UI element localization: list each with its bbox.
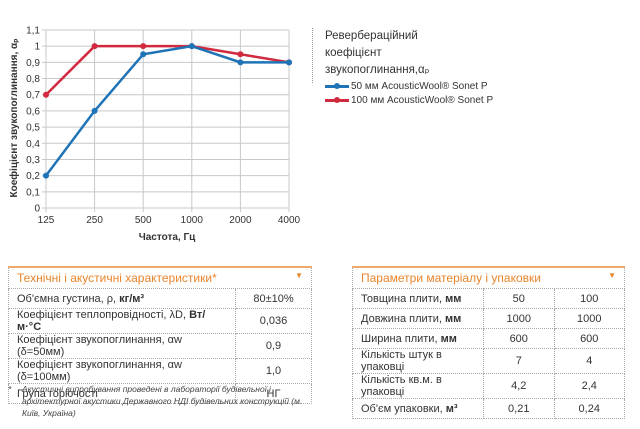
table-row: Кількість кв.м. в упаковці 4,2 2,4	[352, 373, 625, 399]
legend-item-50mm: 50 мм AcousticWool® Sonet P	[325, 79, 555, 93]
triangle-down-icon[interactable]: ▼	[295, 271, 303, 280]
row-label: Довжина плити, мм	[352, 308, 484, 329]
table-title: Технічні і акустичні характеристики*	[17, 271, 217, 285]
row-value-v1: 4,2	[483, 373, 555, 399]
y-tick-labels: 0 0,1 0,2 0,3 0,4 0,5 0,6 0,7 0,8 0,9 1 1,1	[26, 26, 40, 215]
legend-label: 50 мм AcousticWool® Sonet P	[351, 80, 488, 92]
material-params-table: Параметри матеріалу і упаковки ▼ Товщина …	[352, 266, 625, 419]
table-row: Коефіцієнт звукопоглинання, αw (δ=100мм)…	[8, 358, 312, 384]
row-label: Товщина плити, мм	[352, 288, 484, 309]
data-point	[91, 107, 98, 114]
data-point	[188, 43, 195, 50]
x-tick-label: 500	[135, 215, 152, 226]
legend-item-100mm: 100 мм AcousticWool® Sonet P	[325, 93, 555, 107]
x-tick-label: 250	[86, 215, 103, 226]
table-row: Об'ємна густина, ρ, кг/м³ 80±10%	[8, 288, 312, 309]
table-row: Коефіцієнт звукопоглинання, αw (δ=50мм) 0…	[8, 333, 312, 359]
row-value-v1: 1000	[483, 308, 555, 329]
row-value: 0,9	[235, 333, 312, 359]
row-value-v1: 7	[483, 348, 555, 374]
data-point	[237, 51, 244, 58]
x-tick-label: 125	[38, 215, 55, 226]
table-row: Коефіцієнт теплопровідності, λD, Вт/м·°С…	[8, 308, 312, 334]
row-value-v2: 1000	[553, 308, 625, 329]
x-tick-labels: 125 250 500 1000 2000 4000	[38, 215, 300, 226]
data-point	[140, 43, 147, 50]
table-row: Кількість штук в упаковці 7 4	[352, 348, 625, 374]
data-point	[43, 91, 49, 98]
x-axis-label: Частота, Гц	[139, 232, 196, 243]
legend-title-3: звукопоглинання,αₚ	[325, 64, 430, 76]
data-point	[140, 51, 147, 58]
row-value-v1: 0,21	[483, 398, 555, 419]
row-value: 80±10%	[235, 288, 312, 309]
legend-title-1: Реверберацій­ний	[325, 30, 418, 42]
footnote-text: Акустичні випробування проведені в лабор…	[22, 384, 303, 418]
row-value-v2: 600	[553, 328, 625, 349]
row-value: 0,036	[235, 308, 312, 334]
row-value-v1: 600	[483, 328, 555, 349]
data-point	[43, 172, 49, 179]
table-row: Товщина плити, мм 50 100	[352, 288, 625, 309]
row-label: Коефіцієнт звукопоглинання, αw (δ=50мм)	[8, 333, 236, 359]
chart-legend: Реверберацій­ний коефіцієнт звукопоглина…	[312, 28, 555, 106]
triangle-down-icon[interactable]: ▼	[608, 271, 616, 280]
table-row: Об'єм упаковки, м³ 0,21 0,24	[352, 398, 625, 419]
y-tick-label: 0	[34, 204, 40, 215]
legend-marker-blue-icon	[325, 82, 349, 89]
table-row: Група горючості НГ	[8, 383, 312, 404]
y-tick-label: 0,1	[26, 187, 40, 198]
row-value-v2: 4	[553, 348, 625, 374]
series-line	[45, 44, 290, 96]
y-tick-label: 0,8	[26, 74, 40, 85]
legend-label: 100 мм AcousticWool® Sonet P	[351, 94, 494, 106]
row-value-v2: 100	[553, 288, 625, 309]
row-value-v1: 50	[483, 288, 555, 309]
row-label: Коефіцієнт теплопровідності, λD, Вт/м·°С	[8, 308, 236, 334]
y-tick-label: 0,4	[26, 139, 40, 150]
series-line	[45, 44, 289, 177]
row-value-v2: 0,24	[553, 398, 625, 419]
row-label: Кількість штук в упаковці	[352, 348, 484, 374]
tech-characteristics-table: Технічні і акустичні характеристики* ▼ Об…	[8, 266, 312, 404]
row-value-v2: 2,4	[553, 373, 625, 399]
y-tick-label: 1,1	[26, 26, 40, 37]
row-label: Кількість кв.м. в упаковці	[352, 373, 484, 399]
table-row: Ширина плити, мм 600 600	[352, 328, 625, 349]
y-tick-label: 0,5	[26, 123, 40, 134]
x-tick-label: 2000	[229, 215, 252, 226]
data-point	[91, 43, 98, 50]
y-tick-label: 0,2	[26, 171, 40, 182]
row-label: Група горючості	[8, 383, 236, 404]
row-label: Коефіцієнт звукопоглинання, αw (δ=100мм)	[8, 358, 236, 384]
data-point	[237, 59, 244, 66]
series-lines	[43, 43, 292, 179]
footnote: * Акустичні випробування проведені в лаб…	[8, 383, 308, 419]
y-tick-label: 0,9	[26, 58, 40, 69]
legend-title-2: коефіцієнт	[325, 47, 382, 59]
series-50mm	[43, 43, 292, 179]
y-tick-label: 1	[34, 42, 40, 53]
x-tick-label: 4000	[278, 215, 300, 226]
table-row: Довжина плити, мм 1000 1000	[352, 308, 625, 329]
table-header: Технічні і акустичні характеристики* ▼	[8, 266, 312, 289]
row-value: 1,0	[235, 358, 312, 384]
footnote-star: *	[8, 384, 12, 394]
row-value: НГ	[235, 383, 312, 404]
row-label: Об'ємна густина, ρ, кг/м³	[8, 288, 236, 309]
absorption-chart: 0 0,1 0,2 0,3 0,4 0,5 0,6 0,7 0,8 0,9 1 1,1 125 250 5…	[8, 26, 300, 244]
y-tick-label: 0,7	[26, 90, 40, 101]
data-point	[286, 59, 292, 66]
y-tick-label: 0,6	[26, 106, 40, 117]
table-header: Параметри матеріалу і упаковки ▼	[352, 266, 625, 289]
x-tick-label: 1000	[181, 215, 204, 226]
table-title: Параметри матеріалу і упаковки	[361, 271, 541, 285]
y-axis-label: Коефіцієнт звукопоглинання, αₚ	[8, 39, 20, 198]
y-tick-label: 0,3	[26, 155, 40, 166]
row-label: Об'єм упаковки, м³	[352, 398, 484, 419]
row-label: Ширина плити, мм	[352, 328, 484, 349]
legend-marker-red-icon	[325, 96, 349, 103]
